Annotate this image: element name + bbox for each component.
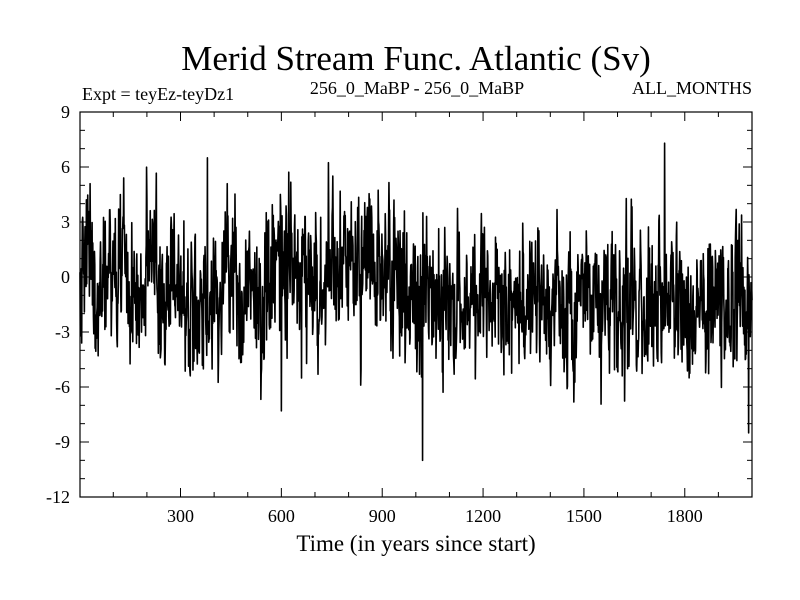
y-tick-label: 9 xyxy=(61,102,70,122)
y-tick-label: -12 xyxy=(46,487,70,507)
period-label: 256_0_MaBP - 256_0_MaBP xyxy=(310,78,524,98)
x-tick-label: 1800 xyxy=(667,506,703,526)
plot-area: 9 6 3 0 -3 -6 -9 -12 300 600 900 1200 1500 1800 xyxy=(46,102,753,526)
y-tick-label: 6 xyxy=(61,157,70,177)
x-tick-label: 600 xyxy=(268,506,295,526)
y-tick-label: -9 xyxy=(55,432,70,452)
x-tick-label: 900 xyxy=(369,506,396,526)
x-tick-label: 300 xyxy=(167,506,194,526)
x-tick-label: 1500 xyxy=(566,506,602,526)
experiment-label: Expt = teyEz-teyDz1 xyxy=(82,84,234,104)
months-label: ALL_MONTHS xyxy=(632,78,752,98)
y-tick-label: -3 xyxy=(55,322,70,342)
series-line xyxy=(79,142,753,462)
y-tick-label: -6 xyxy=(55,377,70,397)
y-tick-label: 0 xyxy=(61,267,70,287)
x-tick-label: 1200 xyxy=(465,506,501,526)
x-axis-label: Time (in years since start) xyxy=(296,531,535,556)
y-tick-label: 3 xyxy=(61,212,70,232)
chart-title: Merid Stream Func. Atlantic (Sv) xyxy=(181,39,651,78)
